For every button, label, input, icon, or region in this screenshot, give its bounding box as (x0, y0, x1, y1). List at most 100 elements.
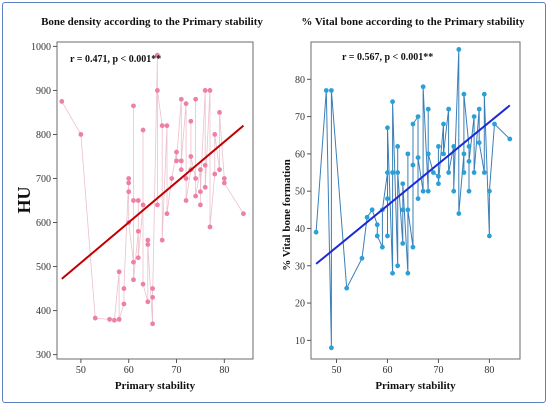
y-tick-label: 800 (36, 130, 51, 141)
data-point (405, 270, 411, 276)
data-point (400, 181, 406, 187)
data-point (487, 233, 492, 239)
data-point (328, 88, 334, 93)
data-point (425, 106, 431, 112)
x-tick-label: 70 (433, 365, 443, 376)
x-tick-label: 80 (484, 365, 494, 376)
data-point (145, 237, 151, 243)
data-point (466, 188, 472, 194)
data-point (313, 229, 319, 235)
data-point (446, 106, 452, 112)
data-point (395, 170, 401, 175)
data-point (379, 244, 385, 250)
y-tick-label: 70 (295, 112, 305, 123)
data-point (126, 176, 132, 181)
data-point (150, 294, 156, 300)
y-axis-label: % Vital bone formation (281, 159, 293, 271)
data-point (487, 188, 492, 194)
data-point (466, 144, 472, 149)
chart-1: Bone density according to the Primary st… (14, 16, 263, 392)
data-point (217, 167, 222, 173)
data-point (456, 211, 462, 216)
data-point (131, 259, 136, 265)
data-point (202, 184, 208, 190)
data-point (369, 207, 375, 213)
data-point (111, 317, 117, 323)
data-point (212, 132, 218, 137)
data-point (400, 240, 406, 246)
data-point (344, 285, 350, 291)
data-point (131, 198, 136, 203)
data-point (78, 132, 84, 137)
x-tick-label: 70 (172, 365, 182, 376)
data-point (385, 233, 390, 239)
data-point (415, 196, 421, 202)
data-point (359, 255, 365, 261)
data-point (415, 155, 421, 161)
data-point (461, 170, 467, 175)
y-tick-label: 400 (36, 306, 51, 317)
y-tick-label: 700 (36, 174, 51, 185)
data-point (169, 176, 175, 181)
data-point (178, 167, 184, 173)
data-point (193, 96, 199, 102)
x-axis-label: Primary stability (115, 380, 196, 392)
data-point (217, 110, 222, 115)
data-point (145, 299, 151, 305)
data-point (400, 207, 406, 213)
data-point (221, 176, 227, 181)
y-tick-label: 500 (36, 262, 51, 273)
data-point (385, 196, 390, 202)
data-point (410, 121, 416, 127)
data-point (481, 170, 487, 175)
data-point (126, 189, 132, 195)
data-point (390, 170, 395, 175)
data-point (198, 202, 203, 208)
x-tick-label: 80 (219, 365, 229, 376)
chart-2: % Vital bone according to the Primary st… (281, 16, 525, 392)
data-point (159, 237, 165, 243)
data-point (471, 170, 477, 175)
data-point (385, 125, 390, 131)
data-point (135, 255, 141, 261)
data-point (164, 211, 170, 217)
data-point (212, 171, 218, 177)
data-point (441, 121, 446, 127)
y-tick-label: 300 (36, 350, 51, 361)
data-point (202, 162, 208, 168)
data-point (410, 244, 416, 250)
data-point (140, 127, 146, 133)
data-point (188, 154, 194, 159)
data-point (395, 263, 401, 269)
y-tick-label: 20 (295, 299, 305, 310)
data-point (178, 158, 184, 164)
data-point (328, 345, 334, 351)
x-tick-label: 50 (76, 365, 86, 376)
data-point (395, 144, 401, 149)
data-point (59, 99, 65, 104)
data-point (150, 321, 156, 327)
data-point (174, 149, 179, 155)
data-point (476, 140, 482, 146)
data-point (456, 47, 462, 52)
data-point (188, 118, 194, 124)
data-point (164, 123, 170, 129)
data-point (183, 176, 189, 181)
data-point (466, 158, 472, 164)
data-point (415, 114, 421, 119)
data-point (430, 170, 436, 175)
data-point (145, 242, 151, 247)
data-point (92, 315, 98, 321)
data-point (390, 270, 395, 276)
data-point (410, 162, 416, 168)
data-point (135, 228, 141, 234)
correlation-annotation: r = 0.471, p < 0.001** (70, 54, 161, 65)
data-point (150, 286, 156, 291)
data-point (116, 269, 122, 275)
data-point (131, 277, 136, 283)
data-point (476, 106, 482, 112)
y-tick-label: 80 (295, 75, 305, 86)
y-tick-label: 10 (295, 336, 305, 347)
figure-border (2, 2, 546, 403)
